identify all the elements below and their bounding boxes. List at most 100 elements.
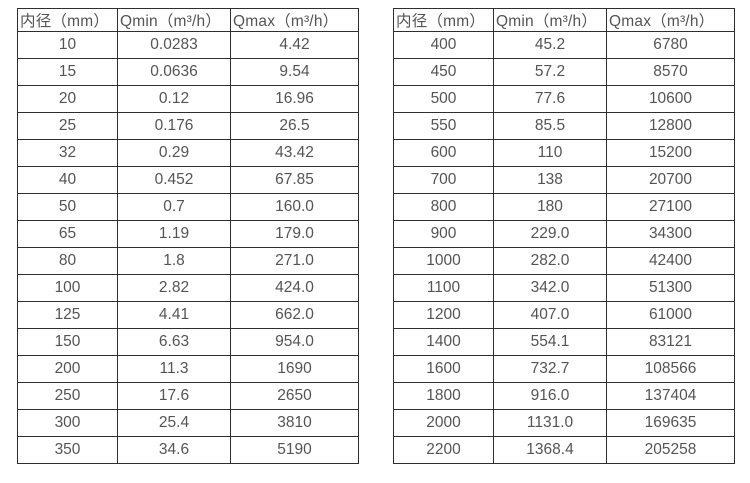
- table-row: 1100 342.0 51300: [393, 274, 735, 302]
- diameter-cell: 32: [17, 139, 118, 167]
- qmin-cell: 138: [493, 166, 607, 194]
- qmin-cell: 0.0283: [117, 31, 231, 59]
- column-header-qmax: Qmax（m³/h）: [606, 8, 735, 32]
- diameter-cell: 1800: [393, 382, 494, 410]
- qmin-cell: 6.63: [117, 328, 231, 356]
- qmax-cell: 2650: [230, 382, 359, 410]
- diameter-cell: 80: [17, 247, 118, 275]
- qmin-cell: 1.8: [117, 247, 231, 275]
- qmin-cell: 4.41: [117, 301, 231, 329]
- table-row: 2200 1368.4 205258: [393, 436, 735, 464]
- table-row: 1600 732.7 108566: [393, 355, 735, 383]
- table-body-right: 400 45.2 6780 450 57.2 8570 500 77.6 10600 550 85.…: [393, 31, 735, 464]
- diameter-cell: 500: [393, 85, 494, 113]
- qmin-cell: 85.5: [493, 112, 607, 140]
- qmin-cell: 77.6: [493, 85, 607, 113]
- diameter-cell: 2200: [393, 436, 494, 464]
- diameter-cell: 10: [17, 31, 118, 59]
- diameter-cell: 700: [393, 166, 494, 194]
- qmin-cell: 0.0636: [117, 58, 231, 86]
- diameter-cell: 1100: [393, 274, 494, 302]
- qmax-cell: 67.85: [230, 166, 359, 194]
- qmax-cell: 83121: [606, 328, 735, 356]
- qmax-cell: 6780: [606, 31, 735, 59]
- qmax-cell: 137404: [606, 382, 735, 410]
- diameter-cell: 50: [17, 193, 118, 221]
- table-row: 125 4.41 662.0: [17, 301, 359, 329]
- table-row: 250 17.6 2650: [17, 382, 359, 410]
- diameter-cell: 200: [17, 355, 118, 383]
- diameter-cell: 40: [17, 166, 118, 194]
- qmax-cell: 16.96: [230, 85, 359, 113]
- diameter-cell: 25: [17, 112, 118, 140]
- qmax-cell: 662.0: [230, 301, 359, 329]
- table-row: 900 229.0 34300: [393, 220, 735, 248]
- table-row: 10 0.0283 4.42: [17, 31, 359, 59]
- diameter-cell: 65: [17, 220, 118, 248]
- table-row: 150 6.63 954.0: [17, 328, 359, 356]
- table-row: 550 85.5 12800: [393, 112, 735, 140]
- qmin-cell: 17.6: [117, 382, 231, 410]
- diameter-cell: 150: [17, 328, 118, 356]
- qmin-cell: 554.1: [493, 328, 607, 356]
- table-row: 65 1.19 179.0: [17, 220, 359, 248]
- qmax-cell: 26.5: [230, 112, 359, 140]
- qmax-cell: 5190: [230, 436, 359, 464]
- diameter-cell: 350: [17, 436, 118, 464]
- qmin-cell: 45.2: [493, 31, 607, 59]
- table-row: 25 0.176 26.5: [17, 112, 359, 140]
- qmax-cell: 1690: [230, 355, 359, 383]
- qmax-cell: 271.0: [230, 247, 359, 275]
- qmax-cell: 205258: [606, 436, 735, 464]
- diameter-cell: 450: [393, 58, 494, 86]
- qmin-cell: 0.29: [117, 139, 231, 167]
- table-row: 50 0.7 160.0: [17, 193, 359, 221]
- diameter-cell: 600: [393, 139, 494, 167]
- table-row: 300 25.4 3810: [17, 409, 359, 437]
- table-row: 200 11.3 1690: [17, 355, 359, 383]
- qmin-cell: 732.7: [493, 355, 607, 383]
- table-row: 100 2.82 424.0: [17, 274, 359, 302]
- table-row: 2000 1131.0 169635: [393, 409, 735, 437]
- qmin-cell: 34.6: [117, 436, 231, 464]
- diameter-cell: 2000: [393, 409, 494, 437]
- qmax-cell: 51300: [606, 274, 735, 302]
- flow-spec-table-left: 内径（mm） Qmin（m³/h） Qmax（m³/h） 10 0.0283 4.4…: [17, 8, 359, 464]
- table-row: 800 180 27100: [393, 193, 735, 221]
- diameter-cell: 900: [393, 220, 494, 248]
- table-row: 15 0.0636 9.54: [17, 58, 359, 86]
- flow-spec-table-right: 内径（mm） Qmin（m³/h） Qmax（m³/h） 400 45.2 6780…: [393, 8, 735, 464]
- qmin-cell: 1.19: [117, 220, 231, 248]
- qmax-cell: 9.54: [230, 58, 359, 86]
- qmax-cell: 10600: [606, 85, 735, 113]
- diameter-cell: 1400: [393, 328, 494, 356]
- diameter-cell: 125: [17, 301, 118, 329]
- qmin-cell: 57.2: [493, 58, 607, 86]
- column-header-qmax: Qmax（m³/h）: [230, 8, 359, 32]
- diameter-cell: 1600: [393, 355, 494, 383]
- header-row: 内径（mm） Qmin（m³/h） Qmax（m³/h）: [393, 8, 735, 32]
- qmin-cell: 282.0: [493, 247, 607, 275]
- qmin-cell: 0.7: [117, 193, 231, 221]
- qmax-cell: 160.0: [230, 193, 359, 221]
- diameter-cell: 100: [17, 274, 118, 302]
- table-row: 700 138 20700: [393, 166, 735, 194]
- qmax-cell: 179.0: [230, 220, 359, 248]
- diameter-cell: 300: [17, 409, 118, 437]
- table-row: 1400 554.1 83121: [393, 328, 735, 356]
- qmax-cell: 424.0: [230, 274, 359, 302]
- column-header-qmin: Qmin（m³/h）: [493, 8, 607, 32]
- qmax-cell: 42400: [606, 247, 735, 275]
- table-row: 450 57.2 8570: [393, 58, 735, 86]
- qmin-cell: 407.0: [493, 301, 607, 329]
- column-header-diameter: 内径（mm）: [393, 8, 494, 32]
- qmax-cell: 20700: [606, 166, 735, 194]
- qmax-cell: 61000: [606, 301, 735, 329]
- qmax-cell: 8570: [606, 58, 735, 86]
- diameter-cell: 1200: [393, 301, 494, 329]
- column-header-diameter: 内径（mm）: [17, 8, 118, 32]
- qmax-cell: 12800: [606, 112, 735, 140]
- qmax-cell: 27100: [606, 193, 735, 221]
- qmin-cell: 0.452: [117, 166, 231, 194]
- diameter-cell: 400: [393, 31, 494, 59]
